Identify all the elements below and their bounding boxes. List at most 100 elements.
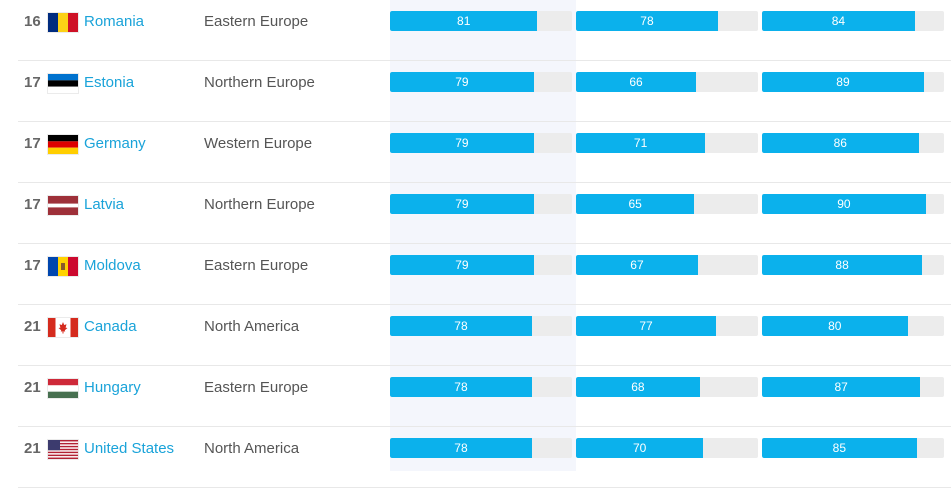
country-link[interactable]: Latvia	[84, 196, 125, 213]
score-value: 71	[633, 136, 648, 150]
score-value: 80	[828, 319, 842, 333]
country-link[interactable]: United States	[84, 440, 175, 457]
score-bar-fill	[576, 72, 697, 92]
germany-flag-icon	[48, 135, 78, 154]
country-link[interactable]: Estonia	[84, 74, 135, 91]
rank-number: 21	[24, 318, 41, 335]
country-link[interactable]: Canada	[84, 318, 137, 335]
table-row: 17 Germany Western Europe 79 71 86	[18, 122, 951, 183]
score-value: 90	[837, 197, 851, 211]
score-value: 84	[831, 14, 846, 28]
score-bar-fill	[576, 438, 704, 458]
score-value: 81	[457, 14, 471, 28]
score-value: 85	[832, 441, 847, 455]
score-bar-fill	[390, 316, 532, 336]
score-value: 65	[628, 197, 642, 211]
score-bar-fill	[762, 11, 915, 31]
score-bar-2: 65	[576, 194, 758, 214]
score-bar-3: 80	[762, 316, 944, 336]
hungary-flag-icon	[48, 379, 78, 398]
score-value: 86	[833, 136, 847, 150]
score-bar-1: 78	[390, 377, 572, 397]
rank-number: 21	[24, 440, 41, 457]
score-bar-2: 70	[576, 438, 758, 458]
rank-number: 17	[24, 135, 41, 152]
score-bar-fill	[576, 316, 717, 336]
canada-flag-icon	[48, 318, 78, 337]
table-row: 21 Canada North America 78 77 80	[18, 305, 951, 366]
country-link[interactable]: Romania	[84, 13, 145, 30]
score-bar-fill	[390, 194, 534, 214]
score-bar-3: 87	[762, 377, 944, 397]
score-bar-fill	[576, 377, 700, 397]
score-bar-fill	[576, 255, 698, 275]
score-bar-1: 79	[390, 255, 572, 275]
rank-number: 21	[24, 379, 41, 396]
score-bar-fill	[576, 133, 706, 153]
region-label: Northern Europe	[204, 74, 315, 91]
table-row: 17 Latvia Northern Europe 79 65 90	[18, 183, 951, 244]
score-bar-1: 78	[390, 316, 572, 336]
score-bar-fill	[390, 133, 534, 153]
score-bar-2: 77	[576, 316, 758, 336]
score-value: 77	[639, 319, 653, 333]
score-bar-fill	[576, 194, 695, 214]
region-label: Eastern Europe	[204, 13, 309, 30]
score-bar-1: 79	[390, 194, 572, 214]
score-value: 79	[455, 258, 469, 272]
region-label: North America	[204, 318, 300, 335]
usa-flag-icon	[48, 440, 78, 459]
score-bar-fill	[762, 316, 908, 336]
score-bar-fill	[762, 72, 924, 92]
estonia-flag-icon	[48, 74, 78, 93]
table-row: 21 Hungary Eastern Europe 78 68 87	[18, 366, 951, 427]
table-row: 17 Moldova Eastern Europe 79 67 88	[18, 244, 951, 305]
table-row: 16 Romania Eastern Europe 81 78 84	[18, 0, 951, 61]
score-value: 78	[454, 319, 468, 333]
score-bar-2: 67	[576, 255, 758, 275]
score-bar-fill	[390, 11, 538, 31]
score-value: 89	[836, 75, 850, 89]
score-bar-3: 85	[762, 438, 944, 458]
score-bar-fill	[762, 377, 921, 397]
score-bar-2: 78	[576, 11, 758, 31]
region-label: Eastern Europe	[204, 257, 309, 274]
score-value: 88	[835, 258, 849, 272]
latvia-flag-icon	[48, 196, 78, 215]
score-bar-3: 86	[762, 133, 944, 153]
score-bar-fill	[390, 438, 532, 458]
score-bar-3: 89	[762, 72, 944, 92]
country-link[interactable]: Moldova	[84, 257, 141, 274]
table-row: 17 Estonia Northern Europe 79 66 89	[18, 61, 951, 122]
romania-flag-icon	[48, 13, 78, 32]
score-bar-fill	[576, 11, 718, 31]
score-bar-fill	[762, 438, 917, 458]
score-value: 70	[633, 441, 647, 455]
rank-number: 17	[24, 257, 41, 274]
score-value: 78	[454, 441, 468, 455]
score-bar-1: 81	[390, 11, 572, 31]
score-bar-3: 84	[762, 11, 944, 31]
score-bar-fill	[390, 377, 532, 397]
score-value: 67	[630, 258, 644, 272]
score-bar-fill	[762, 133, 919, 153]
score-bar-fill	[762, 255, 923, 275]
score-value: 79	[455, 136, 469, 150]
score-bar-2: 66	[576, 72, 758, 92]
country-link[interactable]: Germany	[84, 135, 146, 152]
score-value: 68	[631, 380, 645, 394]
moldova-flag-icon	[48, 257, 78, 276]
region-label: Western Europe	[204, 135, 313, 152]
score-bar-1: 78	[390, 438, 572, 458]
country-link[interactable]: Hungary	[84, 379, 141, 396]
score-bar-fill	[390, 255, 534, 275]
table-row: 21 United States North America 78 70 85	[18, 427, 951, 488]
score-bar-3: 88	[762, 255, 944, 275]
region-label: Northern Europe	[204, 196, 315, 213]
score-bar-1: 79	[390, 133, 572, 153]
score-value: 79	[455, 197, 469, 211]
score-bar-1: 79	[390, 72, 572, 92]
rank-number: 17	[24, 196, 41, 213]
score-bar-2: 68	[576, 377, 758, 397]
rank-number: 17	[24, 74, 41, 91]
